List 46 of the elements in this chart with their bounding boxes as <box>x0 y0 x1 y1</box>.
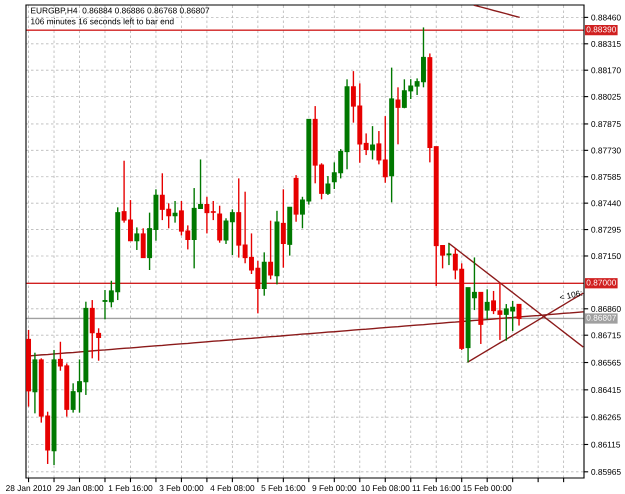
y-tick-label: 0.86715 <box>591 332 621 338</box>
y-tick-label: 0.88025 <box>591 94 621 100</box>
candlestick <box>370 125 375 160</box>
x-tick-label: 3 Feb 00:00 <box>160 484 204 492</box>
x-tick-label: 28 Jan 2010 <box>6 485 52 492</box>
x-tick-label: 4 Feb 08:00 <box>210 484 254 492</box>
y-tick-label: 0.87875 <box>591 121 621 128</box>
y-tick-label: 0.86860 <box>591 306 621 312</box>
y-tick-label: 0.87295 <box>591 226 621 233</box>
candlestick <box>96 328 102 362</box>
ref-line-label: 0.86807 <box>586 314 616 321</box>
x-tick-label: 11 Feb 16:00 <box>412 484 460 492</box>
y-tick-label: 0.88315 <box>591 40 621 47</box>
y-tick-label: 0.85965 <box>591 469 621 475</box>
y-tick-label: 0.87440 <box>591 200 621 206</box>
line-series <box>474 5 520 18</box>
y-tick-label: 0.87730 <box>591 148 621 154</box>
x-tick-label: 5 Feb 16:00 <box>261 484 306 492</box>
text: 106 minutes 16 seconds left to bar end <box>31 18 174 24</box>
candlestick <box>280 188 286 268</box>
y-tick-label: 0.87150 <box>591 253 621 260</box>
candlestick <box>172 200 178 224</box>
candlestick <box>396 86 400 146</box>
annotation: < 106: <box>559 290 582 300</box>
ref-line-label: 0.88390 <box>586 26 616 32</box>
candlestick <box>446 242 452 266</box>
y-tick-label: 0.86265 <box>591 414 621 420</box>
y-tick-label: 0.88170 <box>591 67 621 74</box>
candlestick <box>516 303 522 326</box>
x-tick-label: 1 Feb 16:00 <box>108 484 152 492</box>
x-tick-label: 9 Feb 00:00 <box>312 484 356 492</box>
candlestick <box>484 288 490 320</box>
y-tick-label: 0.86115 <box>591 442 620 448</box>
candlestick <box>140 228 146 258</box>
y-tick-label: 0.86565 <box>591 360 621 366</box>
candlestick <box>325 175 330 196</box>
y-tick-label: 0.87585 <box>591 174 621 180</box>
y-tick-label: 0.86415 <box>591 387 621 393</box>
x-tick-label: 29 Jan 08:00 <box>56 485 104 492</box>
candlestick <box>268 220 274 280</box>
ref-line-label: 0.87000 <box>586 280 616 286</box>
x-tick-label: 10 Feb 08:00 <box>361 484 410 492</box>
chart-title: EURGBP,H4 0.86884 0.86886 0.86768 0.86807 <box>31 8 210 14</box>
y-tick-label: 0.88460 <box>591 14 621 20</box>
x-tick-label: 15 Feb 00:00 <box>463 484 512 492</box>
candlestick <box>134 226 140 251</box>
